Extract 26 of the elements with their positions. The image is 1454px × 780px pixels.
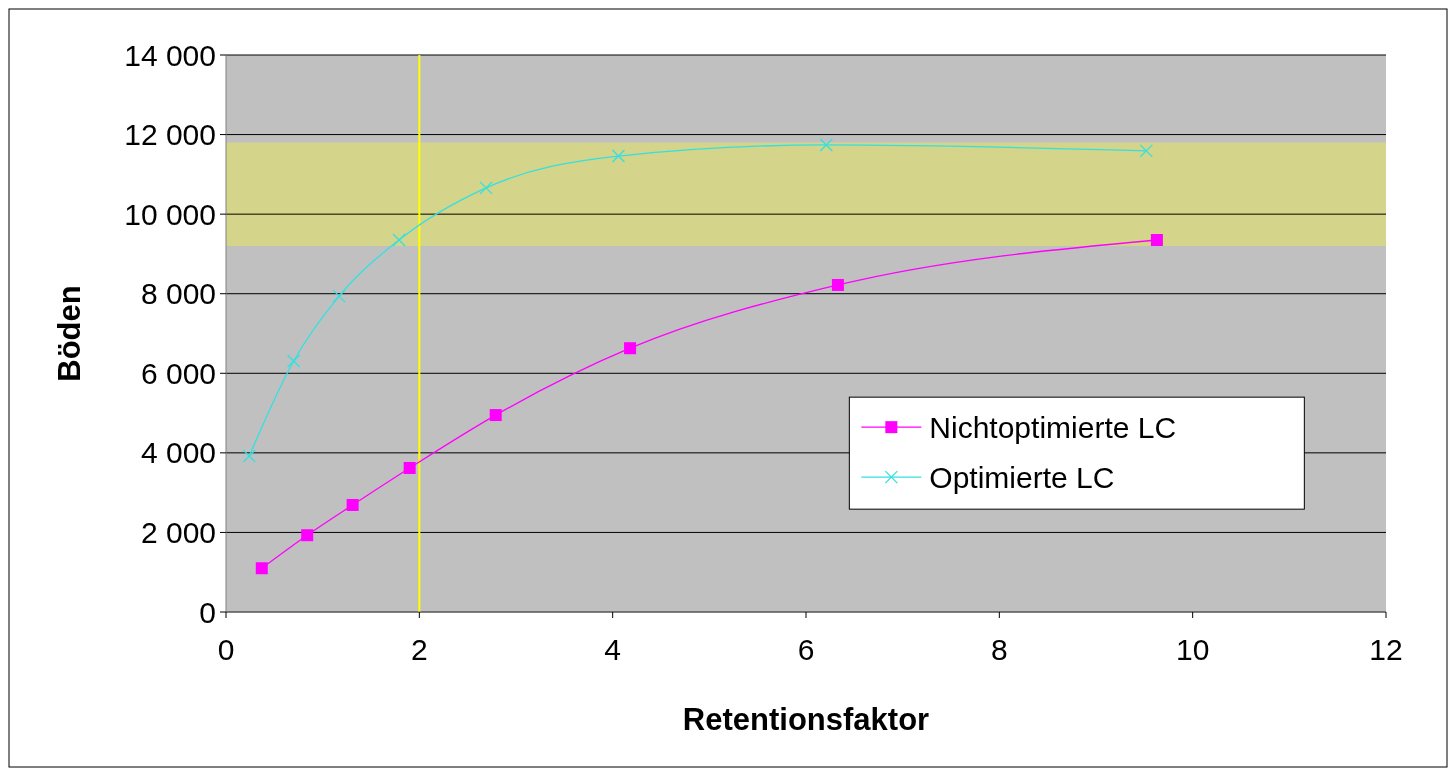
x-tick-label: 10 [1175, 633, 1210, 666]
x-tick-label: 8 [990, 633, 1008, 666]
point [346, 498, 359, 511]
point [831, 278, 844, 291]
point [1150, 234, 1163, 246]
y-axis-title: Böden [52, 285, 87, 382]
x-tick-label: 4 [604, 633, 622, 666]
y-tick-label: 14 000 [124, 38, 216, 72]
x-axis-title: Retentionsfaktor [682, 702, 930, 737]
point [255, 562, 268, 575]
y-tick-label: 2 000 [140, 515, 216, 549]
x-tick-label: 6 [797, 633, 815, 666]
x-tick-label: 2 [410, 633, 428, 666]
point [301, 529, 314, 542]
y-tick-label: 0 [199, 595, 216, 629]
y-tick-label: 6 000 [140, 356, 216, 390]
x-tick-label: 12 [1369, 633, 1403, 666]
y-tick-label: 10 000 [124, 197, 216, 231]
y-tick-label: 8 000 [140, 277, 216, 311]
point [403, 461, 416, 474]
y-tick-label: 4 000 [140, 436, 216, 470]
point [624, 342, 637, 355]
point [489, 409, 502, 422]
y-tick-label: 12 000 [124, 118, 216, 152]
legend-label: Nichtoptimierte LC [929, 410, 1177, 444]
legend-label: Optimierte LC [929, 460, 1115, 494]
